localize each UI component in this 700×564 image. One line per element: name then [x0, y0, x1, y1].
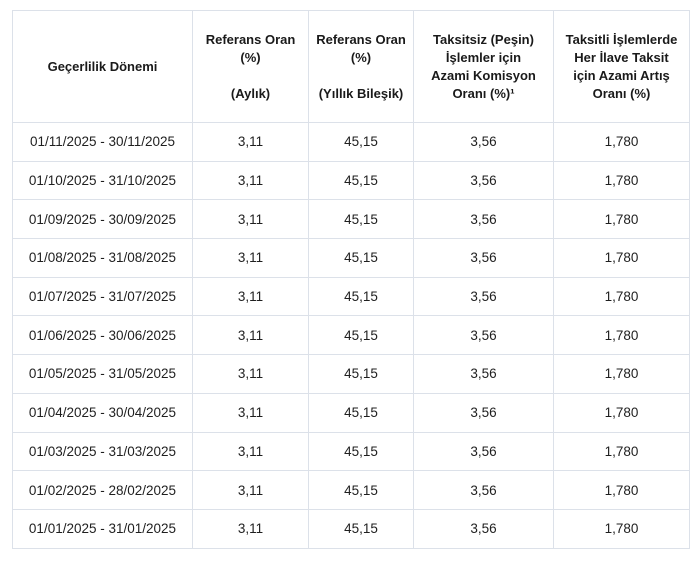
period-cell: 01/10/2025 - 31/10/2025 — [12, 160, 193, 201]
commission-rate-cell: 3,56 — [413, 354, 554, 394]
monthly-rate-cell: 3,11 — [192, 470, 309, 510]
period-cell: 01/04/2025 - 30/04/2025 — [12, 392, 193, 433]
increase-rate-cell: 1,780 — [553, 315, 690, 356]
reference-rates-table: Geçerlilik Dönemi Referans Oran (%) (Ayl… — [12, 10, 690, 549]
monthly-rate-cell: 3,11 — [192, 392, 309, 433]
commission-rate-cell: 3,56 — [413, 470, 554, 510]
increase-rate-cell: 1,780 — [553, 508, 690, 549]
period-cell: 01/02/2025 - 28/02/2025 — [12, 470, 193, 510]
annual-rate-cell: 45,15 — [308, 276, 414, 317]
header-line: (Aylık) — [230, 85, 271, 101]
monthly-rate-cell: 3,11 — [192, 508, 309, 549]
period-cell: 01/08/2025 - 31/08/2025 — [12, 238, 193, 278]
period-cell: 01/03/2025 - 31/03/2025 — [12, 431, 193, 472]
table-row: 01/02/2025 - 28/02/2025 3,11 45,15 3,56 1,78… — [12, 470, 690, 510]
period-cell: 01/05/2025 - 31/05/2025 — [12, 354, 193, 394]
commission-rate-cell: 3,56 — [413, 431, 554, 472]
header-line: (Yıllık Bileşik) — [318, 85, 404, 101]
increase-rate-cell: 1,780 — [553, 470, 690, 510]
period-cell: 01/06/2025 - 30/06/2025 — [12, 315, 193, 356]
header-row: Geçerlilik Dönemi Referans Oran (%) (Ayl… — [12, 10, 690, 123]
period-cell: 01/01/2025 - 31/01/2025 — [12, 508, 193, 549]
annual-rate-cell: 45,15 — [308, 199, 414, 240]
annual-rate-cell: 45,15 — [308, 470, 414, 510]
annual-rate-cell: 45,15 — [308, 315, 414, 356]
table-body: 01/11/2025 - 30/11/2025 3,11 45,15 3,56 1,78… — [12, 122, 690, 549]
period-cell: 01/07/2025 - 31/07/2025 — [12, 276, 193, 317]
header-line: Geçerlilik Dönemi — [47, 58, 158, 74]
table-row: 01/10/2025 - 31/10/2025 3,11 45,15 3,56 1,78… — [12, 160, 690, 201]
annual-rate-cell: 45,15 — [308, 431, 414, 472]
annual-rate-cell: 45,15 — [308, 122, 414, 162]
monthly-rate-cell: 3,11 — [192, 315, 309, 356]
increase-rate-cell: 1,780 — [553, 276, 690, 317]
increase-rate-cell: 1,780 — [553, 431, 690, 472]
annual-rate-cell: 45,15 — [308, 392, 414, 433]
increase-rate-cell: 1,780 — [553, 392, 690, 433]
monthly-rate-cell: 3,11 — [192, 199, 309, 240]
header-line: Referans Oran — [316, 31, 406, 47]
header-line: Taksitsiz (Peşin) — [433, 31, 534, 47]
period-cell: 01/11/2025 - 30/11/2025 — [12, 122, 193, 162]
monthly-rate-cell: 3,11 — [192, 431, 309, 472]
commission-rate-cell: 3,56 — [413, 315, 554, 356]
commission-rate-cell: 3,56 — [413, 508, 554, 549]
header-cell-validity-period: Geçerlilik Dönemi — [12, 10, 193, 123]
annual-rate-cell: 45,15 — [308, 354, 414, 394]
header-line — [313, 67, 409, 85]
header-cell-max-commission-rate: Taksitsiz (Peşin) İşlemler için Azami Ko… — [413, 10, 554, 123]
increase-rate-cell: 1,780 — [553, 160, 690, 201]
annual-rate-cell: 45,15 — [308, 160, 414, 201]
table-row: 01/06/2025 - 30/06/2025 3,11 45,15 3,56 1,78… — [12, 315, 690, 356]
table-row: 01/11/2025 - 30/11/2025 3,11 45,15 3,56 1,78… — [12, 122, 690, 162]
commission-rate-cell: 3,56 — [413, 238, 554, 278]
header-cell-reference-rate-annual-compound: Referans Oran (%) (Yıllık Bileşik) — [308, 10, 414, 123]
header-line: için Azami Artış — [573, 67, 670, 83]
annual-rate-cell: 45,15 — [308, 238, 414, 278]
table-row: 01/09/2025 - 30/09/2025 3,11 45,15 3,56 1,78… — [12, 199, 690, 240]
table-row: 01/05/2025 - 31/05/2025 3,11 45,15 3,56 1,78… — [12, 354, 690, 394]
monthly-rate-cell: 3,11 — [192, 354, 309, 394]
table-row: 01/04/2025 - 30/04/2025 3,11 45,15 3,56 1,78… — [12, 392, 690, 433]
header-line: Oranı (%) — [592, 85, 651, 101]
header-cell-max-increase-rate: Taksitli İşlemlerde Her İlave Taksit içi… — [553, 10, 690, 123]
header-line: Taksitli İşlemlerde — [565, 31, 678, 47]
table-row: 01/03/2025 - 31/03/2025 3,11 45,15 3,56 1,78… — [12, 431, 690, 472]
increase-rate-cell: 1,780 — [553, 354, 690, 394]
increase-rate-cell: 1,780 — [553, 238, 690, 278]
increase-rate-cell: 1,780 — [553, 199, 690, 240]
header-line: Referans Oran — [205, 31, 296, 47]
annual-rate-cell: 45,15 — [308, 508, 414, 549]
monthly-rate-cell: 3,11 — [192, 122, 309, 162]
header-line — [197, 67, 304, 85]
table-row: 01/07/2025 - 31/07/2025 3,11 45,15 3,56 1,78… — [12, 276, 690, 317]
header-line: Her İlave Taksit — [574, 49, 669, 65]
header-line: İşlemler için — [445, 49, 522, 65]
table-row: 01/08/2025 - 31/08/2025 3,11 45,15 3,56 1,78… — [12, 238, 690, 278]
header-line: Oranı (%)¹ — [452, 85, 515, 101]
commission-rate-cell: 3,56 — [413, 199, 554, 240]
monthly-rate-cell: 3,11 — [192, 160, 309, 201]
header-line: (%) — [350, 49, 372, 65]
commission-rate-cell: 3,56 — [413, 276, 554, 317]
header-cell-reference-rate-monthly: Referans Oran (%) (Aylık) — [192, 10, 309, 123]
increase-rate-cell: 1,780 — [553, 122, 690, 162]
commission-rate-cell: 3,56 — [413, 122, 554, 162]
header-line: Azami Komisyon — [431, 67, 536, 83]
commission-rate-cell: 3,56 — [413, 392, 554, 433]
period-cell: 01/09/2025 - 30/09/2025 — [12, 199, 193, 240]
commission-rate-cell: 3,56 — [413, 160, 554, 201]
table-row: 01/01/2025 - 31/01/2025 3,11 45,15 3,56 1,78… — [12, 508, 690, 549]
monthly-rate-cell: 3,11 — [192, 276, 309, 317]
monthly-rate-cell: 3,11 — [192, 238, 309, 278]
header-line: (%) — [240, 49, 261, 65]
